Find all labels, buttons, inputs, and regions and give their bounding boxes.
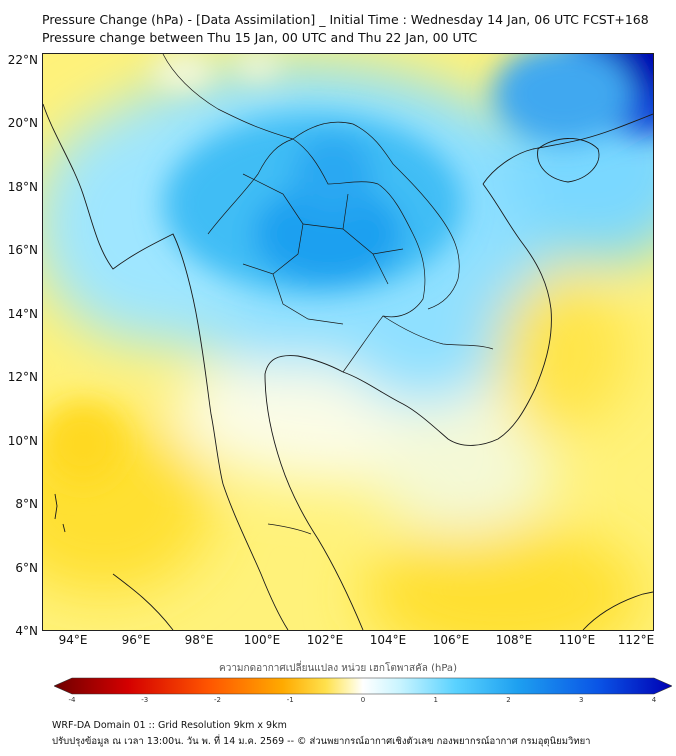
colorbar xyxy=(54,677,672,695)
lat-label-14n: 14°N xyxy=(7,307,38,321)
colorbar-tick-label: 2 xyxy=(506,696,511,704)
colorbar-tick-label: -3 xyxy=(141,696,149,704)
pressure-change-map xyxy=(42,53,654,631)
update-info: ปรับปรุงข้อมูล ณ เวลา 13:00น. วัน พ. ที่… xyxy=(52,736,591,747)
lat-label-4n: 4°N xyxy=(15,624,38,638)
colorbar-tick-label: 3 xyxy=(579,696,584,704)
lat-label-22n: 22°N xyxy=(7,53,38,67)
lon-label-98e: 98°E xyxy=(184,633,214,647)
colorbar-tick-label: -1 xyxy=(286,696,294,704)
map-subtitle: Pressure change between Thu 15 Jan, 00 U… xyxy=(42,30,478,45)
lon-label-100e: 100°E xyxy=(243,633,281,647)
model-info: WRF-DA Domain 01 :: Grid Resolution 9km … xyxy=(52,720,287,731)
lat-label-12n: 12°N xyxy=(7,370,38,384)
lat-label-6n: 6°N xyxy=(15,561,38,575)
lat-label-20n: 20°N xyxy=(7,116,38,130)
lat-label-8n: 8°N xyxy=(15,497,38,511)
lon-label-110e: 110°E xyxy=(558,633,596,647)
colorbar-tick-label: -4 xyxy=(68,696,76,704)
colorbar-tick-label: 1 xyxy=(433,696,438,704)
coastlines xyxy=(43,103,653,630)
lat-label-18n: 18°N xyxy=(7,180,38,194)
colorbar-tick-label: 4 xyxy=(651,696,657,704)
lon-label-94e: 94°E xyxy=(58,633,88,647)
lon-label-96e: 96°E xyxy=(121,633,151,647)
colorbar-tick-label: -2 xyxy=(214,696,221,704)
colorbar-label: ความกดอากาศเปลี่ยนแปลง หน่วย เฮกโตพาสคัล… xyxy=(219,663,457,674)
lon-label-112e: 112°E xyxy=(617,633,655,647)
colorbar-scale xyxy=(54,677,672,695)
lon-label-108e: 108°E xyxy=(495,633,533,647)
map-canvas xyxy=(43,54,653,630)
lat-label-16n: 16°N xyxy=(7,243,38,257)
lon-label-106e: 106°E xyxy=(432,633,470,647)
lon-label-104e: 104°E xyxy=(369,633,407,647)
colorbar-tick-label: 0 xyxy=(360,696,366,704)
lon-label-102e: 102°E xyxy=(306,633,344,647)
map-title: Pressure Change (hPa) - [Data Assimilati… xyxy=(42,12,649,27)
pressure-field xyxy=(43,54,653,630)
country-borders xyxy=(162,54,494,535)
lat-label-10n: 10°N xyxy=(7,434,38,448)
